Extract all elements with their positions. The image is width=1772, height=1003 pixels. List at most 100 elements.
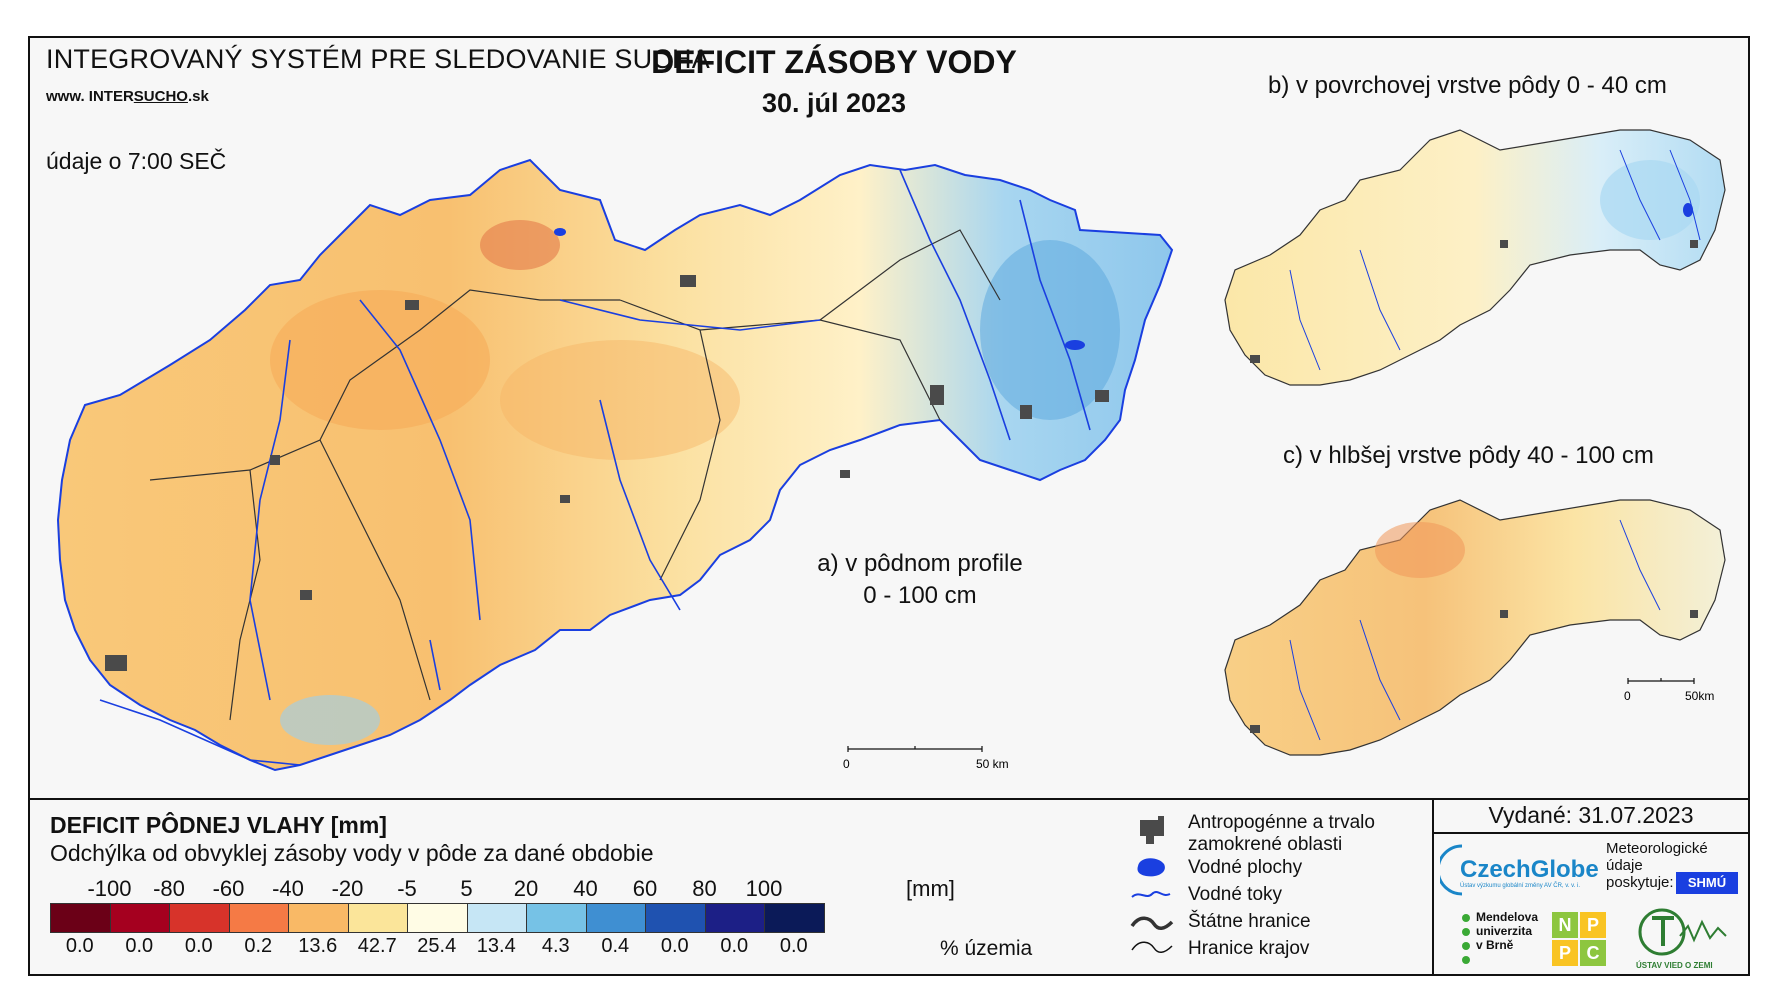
legend-break-label: -40 bbox=[272, 876, 304, 901]
legend-pct-value: 0.0 bbox=[125, 935, 154, 957]
legend-separator bbox=[28, 798, 1750, 800]
key-urban-label: Antropogénne a trvalo zamokrené oblasti bbox=[1188, 812, 1375, 856]
state-border-icon bbox=[1130, 916, 1174, 930]
map-b-rivers bbox=[1289, 149, 1701, 371]
legend-break-label: 100 bbox=[745, 876, 783, 901]
map-a-water-body bbox=[554, 228, 566, 236]
map-c-scale-zero: 0 bbox=[1624, 689, 1631, 703]
legend-break-label: 40 bbox=[573, 876, 598, 901]
nppc-p1: P bbox=[1580, 912, 1606, 938]
legend-pct-value: 0.4 bbox=[601, 935, 630, 957]
map-b-wet-zone bbox=[1600, 160, 1700, 240]
time-note: údaje o 7:00 SEČ bbox=[46, 148, 227, 174]
legend-title: DEFICIT PÔDNEJ VLAHY [mm] bbox=[50, 812, 387, 838]
legend-break-label: -5 bbox=[397, 876, 417, 901]
legend-swatch bbox=[526, 903, 587, 933]
map-c-label: c) v hlbšej vrstve pôdy 40 - 100 cm bbox=[1283, 442, 1654, 469]
nppc-p2: P bbox=[1552, 940, 1578, 966]
legend-break-label: 60 bbox=[632, 876, 658, 901]
map-b-label: b) v povrchovej vrstve pôdy 0 - 40 cm bbox=[1268, 72, 1667, 99]
legend-pct-label: % územia bbox=[940, 937, 1033, 960]
system-title: INTEGROVANÝ SYSTÉM PRE SLEDOVANIE SUCHA bbox=[46, 44, 710, 74]
key-urban-line1: Antropogénne a trvalo bbox=[1188, 812, 1375, 833]
river-icon bbox=[1131, 891, 1171, 898]
map-a-label-line2: 0 - 100 cm bbox=[863, 582, 977, 609]
map-c-urban-areas bbox=[1250, 610, 1698, 733]
mendel-dots-icon bbox=[1462, 914, 1470, 964]
meteo-line1: Meteorologické bbox=[1606, 840, 1708, 857]
legend-subtitle: Odchýlka od obvyklej zásoby vody v pôde … bbox=[50, 840, 654, 866]
map-c-rivers bbox=[1289, 519, 1661, 741]
nppc-logo: N P P C bbox=[1552, 912, 1606, 966]
key-state-border-label: Štátne hranice bbox=[1188, 911, 1311, 932]
czechglobe-name: CzechGlobe bbox=[1460, 856, 1599, 883]
uvz-emblem-icon bbox=[1638, 908, 1727, 956]
map-c-deep-layer: 0 50km bbox=[1224, 499, 1726, 756]
map-b-surface-layer bbox=[1224, 129, 1726, 386]
urban-area-icon bbox=[1140, 816, 1164, 844]
legend-swatch bbox=[228, 903, 289, 933]
legend-pct-value: 0.0 bbox=[660, 935, 689, 957]
map-a-urban-areas bbox=[105, 275, 1109, 671]
legend-break-label: -80 bbox=[153, 876, 185, 901]
legend-pct-value: 13.6 bbox=[298, 935, 338, 957]
site-prefix: www. INTER bbox=[46, 88, 134, 105]
map-a-scale-zero: 0 bbox=[843, 757, 850, 771]
map-a-label: a) v pôdnom profile 0 - 100 cm bbox=[760, 548, 1080, 612]
meteo-line3: poskytuje: bbox=[1606, 874, 1674, 891]
legend-break-label: 20 bbox=[513, 876, 539, 901]
map-a-scale-bar bbox=[847, 746, 983, 752]
legend-pct-value: 0.0 bbox=[65, 935, 94, 957]
issued-box bbox=[1432, 798, 1750, 976]
region-border-icon bbox=[1131, 941, 1173, 953]
nppc-c: C bbox=[1580, 940, 1606, 966]
map-c-scale-bar bbox=[1627, 678, 1695, 684]
legend-pct-value: 42.7 bbox=[357, 935, 397, 957]
legend-pct-value: 25.4 bbox=[417, 935, 457, 957]
map-b-urban-areas bbox=[1250, 240, 1698, 363]
legend-swatch bbox=[109, 903, 170, 933]
legend-swatch bbox=[764, 903, 825, 933]
legend-swatch bbox=[407, 903, 468, 933]
legend-swatch bbox=[347, 903, 408, 933]
meteo-provider: Meteorologické údaje poskytuje: bbox=[1606, 840, 1708, 891]
legend-break-label: 5 bbox=[460, 876, 473, 901]
legend-swatch bbox=[466, 903, 527, 933]
legend-swatch bbox=[704, 903, 765, 933]
mendel-line3: v Brně bbox=[1476, 938, 1514, 952]
key-region-border-label: Hranice krajov bbox=[1188, 938, 1310, 959]
map-c-dry-zone bbox=[1375, 522, 1465, 578]
map-a-water-body bbox=[1065, 340, 1085, 350]
nppc-n: N bbox=[1552, 912, 1578, 938]
legend-pct-value: 0.0 bbox=[720, 935, 749, 957]
meteo-line2: údaje bbox=[1606, 857, 1643, 874]
shmu-logo: SHMÚ bbox=[1676, 872, 1738, 894]
site-underlined: SUCHO bbox=[133, 88, 188, 105]
legend-break-label: -100 bbox=[87, 876, 132, 901]
mendel-logo: Mendelova univerzita v Brně bbox=[1476, 910, 1538, 952]
key-urban-line2: zamokrené oblasti bbox=[1188, 834, 1343, 855]
website-link[interactable]: www. INTERSUCHO.sk bbox=[46, 88, 209, 105]
main-date: 30. júl 2023 bbox=[761, 88, 907, 118]
legend-swatch bbox=[50, 903, 111, 933]
main-title: DEFICIT ZÁSOBY VODY bbox=[651, 44, 1017, 80]
site-suffix: .sk bbox=[187, 88, 209, 105]
map-b-territory bbox=[1224, 129, 1726, 386]
issued-divider bbox=[1432, 832, 1750, 834]
issued-date: Vydané: 31.07.2023 bbox=[1488, 802, 1694, 828]
map-c-scale-fifty: 50km bbox=[1685, 689, 1714, 703]
map-a-scale-fifty: 50 km bbox=[976, 757, 1009, 771]
czechglobe-logo-icon bbox=[1440, 844, 1463, 896]
key-icons bbox=[1130, 816, 1174, 953]
key-river-label: Vodné toky bbox=[1188, 884, 1283, 905]
map-a-wet-zone-east bbox=[980, 240, 1120, 420]
legend-swatch bbox=[169, 903, 230, 933]
legend-break-label: -60 bbox=[212, 876, 245, 901]
key-water-label: Vodné plochy bbox=[1188, 857, 1303, 878]
map-a-dry-zone-central bbox=[500, 340, 740, 460]
map-a-soil-profile: 0 50 km bbox=[56, 158, 1174, 772]
legend-swatch bbox=[288, 903, 349, 933]
legend-break-label: -20 bbox=[331, 876, 364, 901]
legend-pct-value: 13.4 bbox=[476, 935, 516, 957]
